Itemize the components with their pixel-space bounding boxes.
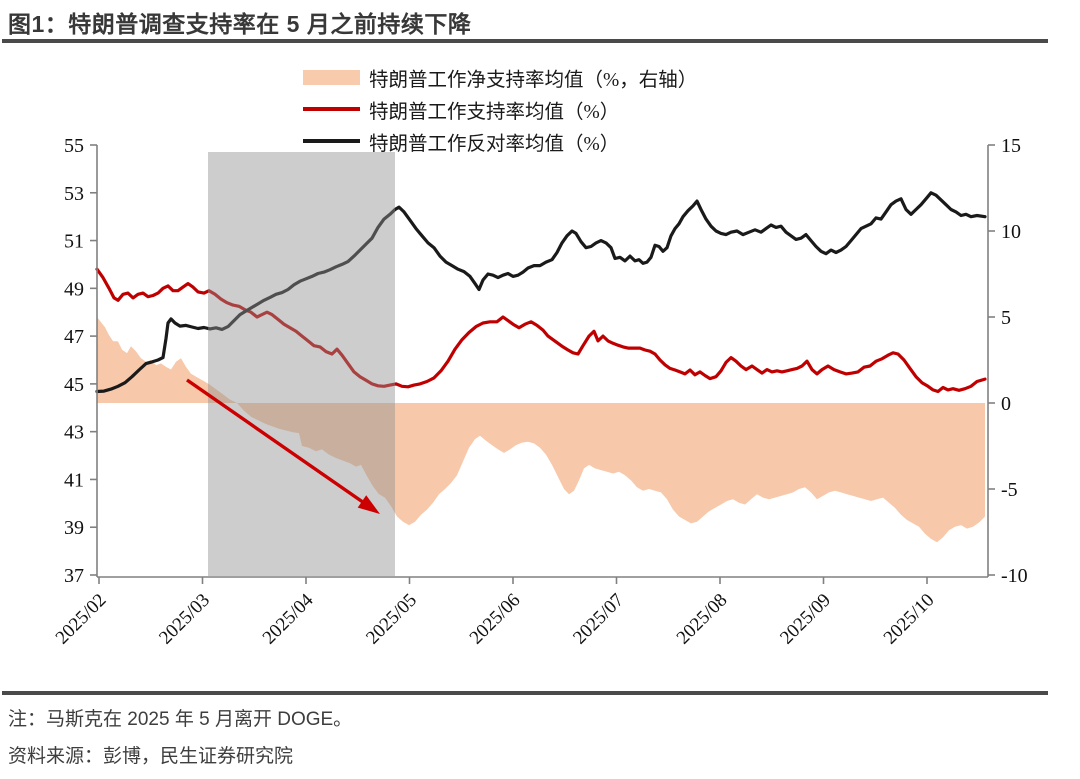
- footer-separator: [2, 691, 1048, 695]
- left-axis-tick-label: 39: [64, 517, 84, 539]
- legend-line-disapproval-icon: [303, 139, 360, 143]
- legend-item-approval: 特朗普工作支持率均值（%）: [303, 93, 697, 125]
- figure-note: 注：马斯克在 2025 年 5 月离开 DOGE。: [8, 709, 353, 730]
- legend-item-net-approval: 特朗普工作净支持率均值（%，右轴）: [303, 61, 697, 93]
- legend-item-disapproval: 特朗普工作反对率均值（%）: [303, 125, 697, 157]
- chart-canvas: 55 53 51 49 47 45 43 41 39 37 15 10 5 0 -5 -10 2025/02 20…: [52, 135, 1028, 649]
- left-axis-tick-label: 49: [64, 278, 84, 300]
- approval-line: [95, 267, 987, 394]
- figure-title: 图1：特朗普调查支持率在 5 月之前持续下降: [8, 11, 472, 37]
- x-axis-tick-label: 2025/02: [52, 590, 111, 649]
- x-axis-tick-label: 2025/06: [466, 590, 525, 649]
- disapproval-line: [95, 191, 987, 394]
- chart-legend: 特朗普工作净支持率均值（%，右轴） 特朗普工作支持率均值（%） 特朗普工作反对率…: [303, 61, 697, 157]
- x-axis-tick-label: 2025/04: [259, 589, 318, 648]
- left-axis-tick-label: 55: [64, 135, 84, 157]
- net-approval-area: [97, 317, 985, 543]
- legend-line-approval-icon: [303, 107, 360, 111]
- musk-period-highlight: [208, 152, 395, 576]
- decline-arrow-shaft: [186, 378, 370, 508]
- right-axis-tick-label: -10: [1001, 565, 1028, 587]
- x-axis-tick-label: 2025/05: [362, 590, 421, 649]
- left-axis-tick-label: 51: [64, 231, 84, 253]
- x-axis-tick-label: 2025/07: [569, 590, 628, 649]
- x-axis-tick-label: 2025/03: [155, 590, 214, 649]
- right-axis-tick-label: 0: [1001, 393, 1011, 415]
- right-axis-tick-label: 10: [1001, 221, 1021, 243]
- left-axis-tick-label: 53: [64, 183, 84, 205]
- figure-source: 资料来源：彭博，民生证券研究院: [8, 746, 294, 767]
- legend-label-net-approval: 特朗普工作净支持率均值（%，右轴）: [369, 69, 698, 91]
- legend-label-disapproval: 特朗普工作反对率均值（%）: [369, 133, 620, 155]
- right-axis-tick-label: 15: [1001, 135, 1021, 157]
- x-axis-tick-label: 2025/09: [776, 590, 835, 649]
- title-underline: [2, 39, 1048, 43]
- x-axis-tick-label: 2025/10: [880, 590, 939, 649]
- right-axis-tick-label: -5: [1001, 479, 1018, 501]
- left-axis-tick-label: 47: [64, 326, 84, 348]
- left-axis-tick-label: 37: [64, 565, 84, 587]
- decline-arrowhead: [357, 495, 380, 514]
- left-axis-tick-label: 41: [64, 469, 84, 491]
- legend-swatch-net-approval-icon: [303, 69, 360, 85]
- left-axis-tick-label: 45: [64, 374, 84, 396]
- left-axis-tick-label: 43: [64, 422, 84, 444]
- right-axis-tick-label: 5: [1001, 307, 1011, 329]
- x-axis-tick-label: 2025/08: [673, 590, 732, 649]
- legend-label-approval: 特朗普工作支持率均值（%）: [369, 101, 620, 123]
